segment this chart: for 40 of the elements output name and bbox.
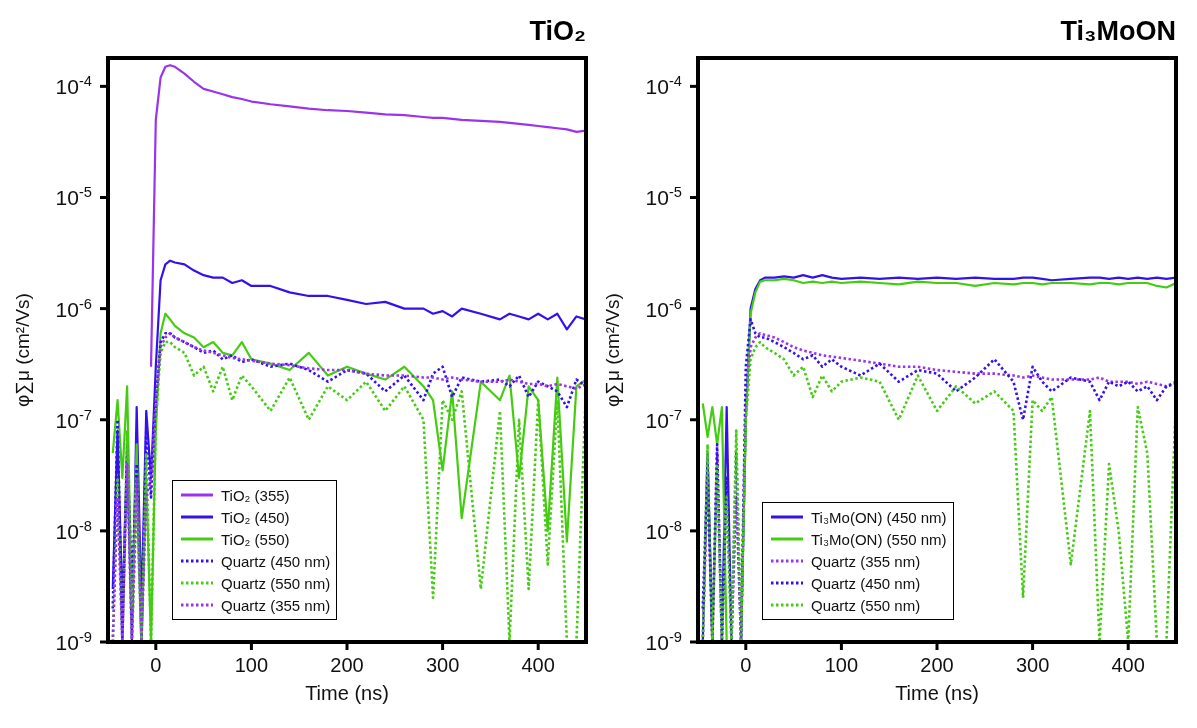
y-tick-label: 10$^{-7}$: [645, 406, 682, 432]
x-tick-label: 200: [920, 654, 954, 676]
legend-label: Quartz (450 nm): [811, 574, 921, 592]
x-axis-title: Time (ns): [895, 682, 979, 704]
y-tick-label: 10$^{-5}$: [645, 184, 682, 210]
y-tick-label: 10$^{-8}$: [645, 517, 682, 543]
y-tick-label: 10$^{-7}$: [55, 406, 92, 432]
x-tick-label: 200: [330, 654, 364, 676]
y-tick-label: 10$^{-9}$: [55, 629, 92, 654]
y-axis-title: φ∑μ (cm²/Vs): [11, 293, 34, 407]
y-tick-label: 10$^{-4}$: [645, 73, 682, 99]
x-tick-label: 300: [425, 654, 460, 676]
x-tick-label: 400: [521, 654, 555, 676]
y-tick-label: 10$^{-6}$: [645, 295, 682, 321]
legend-label: Ti₃Mo(ON) (450 nm): [811, 508, 947, 526]
legend-label: Quartz (355 nm): [221, 596, 331, 614]
x-tick-label: 100: [824, 654, 859, 676]
legend-label: TiO₂ (355): [221, 486, 290, 504]
legend-label: Quartz (450 nm): [221, 552, 331, 570]
x-tick-label: 100: [234, 654, 269, 676]
y-tick-label: 10$^{-5}$: [55, 184, 92, 210]
chart-title: Ti₃MoON: [1060, 16, 1176, 47]
x-tick-label: 400: [1111, 654, 1145, 676]
legend-label: Quartz (355 nm): [811, 552, 921, 570]
legend-label: TiO₂ (450): [221, 508, 290, 526]
legend-label: Ti₃Mo(ON) (550 nm): [811, 530, 947, 548]
x-tick-label: 0: [740, 654, 752, 676]
y-tick-label: 10$^{-4}$: [55, 73, 92, 99]
x-axis-title: Time (ns): [305, 682, 389, 704]
y-tick-label: 10$^{-8}$: [55, 517, 92, 543]
y-axis-title: φ∑μ (cm²/Vs): [601, 293, 624, 407]
chart-title: TiO₂: [529, 16, 586, 47]
y-tick-label: 10$^{-9}$: [645, 629, 682, 654]
x-tick-label: 0: [150, 654, 162, 676]
legend-label: Quartz (550 nm): [221, 574, 331, 592]
x-tick-label: 300: [1015, 654, 1050, 676]
legend-label: Quartz (550 nm): [811, 596, 921, 614]
y-tick-label: 10$^{-6}$: [55, 295, 92, 321]
line-series: [149, 64, 586, 368]
legend-label: TiO₂ (550): [221, 530, 290, 548]
